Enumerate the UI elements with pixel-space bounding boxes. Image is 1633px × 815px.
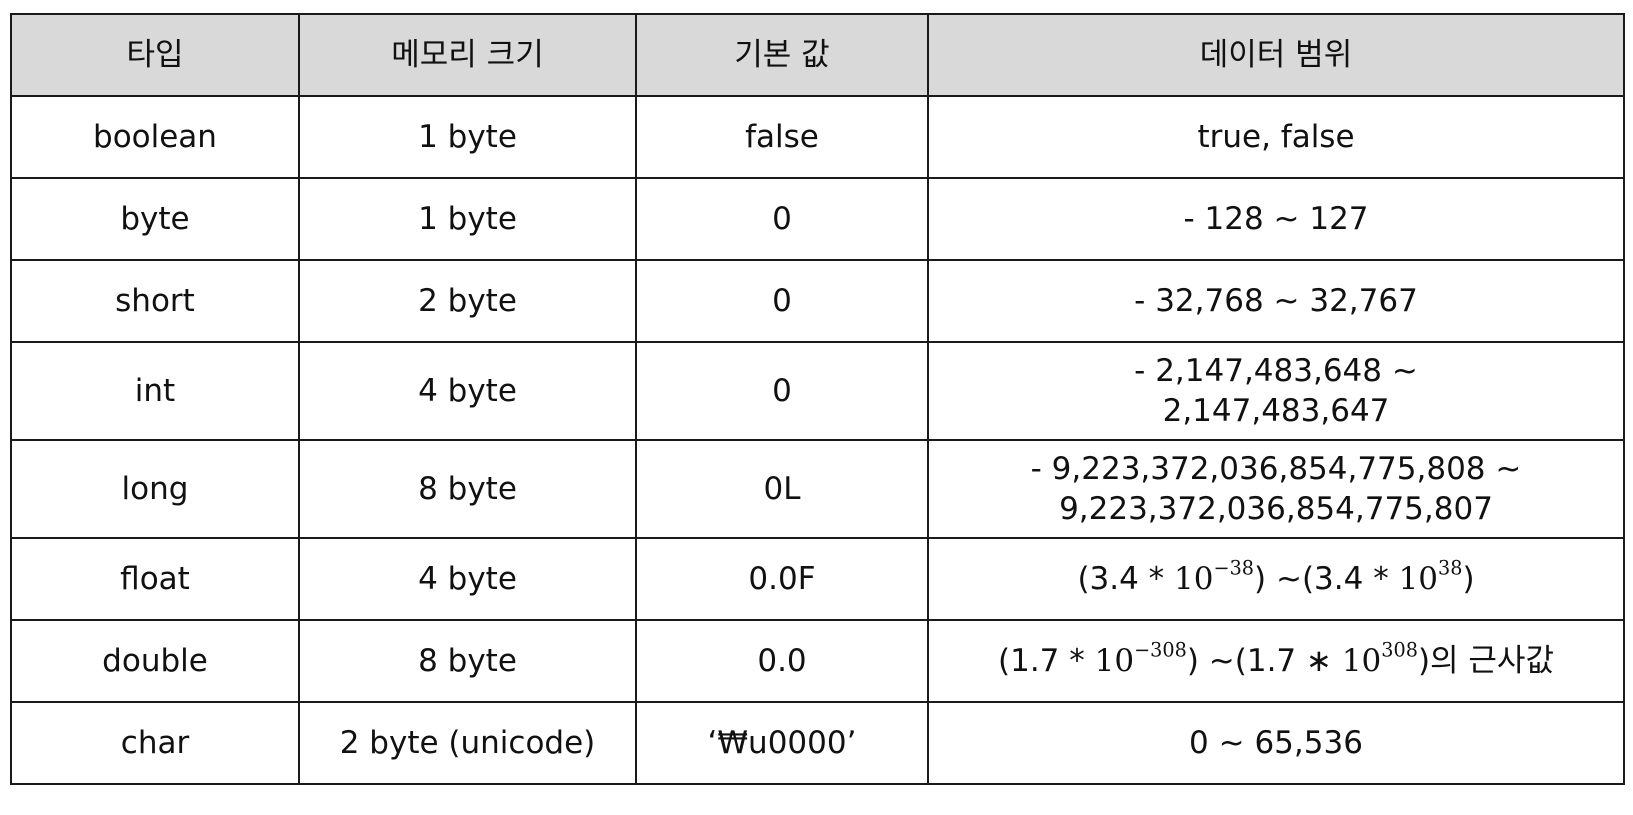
power-base: 10 [1398, 561, 1439, 597]
power-exponent: 308 [1381, 638, 1418, 662]
range-line-1: - 9,223,372,036,854,775,808 ~ [1030, 451, 1522, 487]
range-close: ) [1462, 561, 1475, 597]
type-cell: float [10, 537, 300, 621]
power-exponent: −38 [1213, 556, 1255, 580]
range-cell: true, false [927, 95, 1625, 179]
header-type: 타입 [10, 13, 300, 97]
default-cell: 0L [635, 439, 929, 539]
size-cell: 8 byte [298, 439, 637, 539]
range-line-1: - 2,147,483,648 ~ [1134, 353, 1418, 389]
type-cell: long [10, 439, 300, 539]
range-cell: 0 ~ 65,536 [927, 701, 1625, 785]
table-row: long 8 byte 0L - 9,223,372,036,854,775,8… [10, 439, 1625, 539]
range-middle: ) ~(3.4 * [1254, 561, 1399, 597]
table-row: short 2 byte 0 - 32,768 ~ 32,767 [10, 259, 1625, 343]
default-cell: 0 [635, 341, 929, 441]
size-cell: 4 byte [298, 341, 637, 441]
power-base: 10 [1174, 561, 1214, 597]
range-middle: ) ~(1.7 ∗ [1186, 643, 1342, 679]
type-cell: double [10, 619, 300, 703]
range-line-2: 9,223,372,036,854,775,807 [1059, 491, 1493, 527]
type-cell: int [10, 341, 300, 441]
data-type-table: 타입 메모리 크기 기본 값 데이터 범위 boolean 1 byte fal… [10, 13, 1625, 785]
table-row: int 4 byte 0 - 2,147,483,648 ~ 2,147,483… [10, 341, 1625, 441]
power-base: 10 [1341, 643, 1382, 679]
size-cell: 2 byte [298, 259, 637, 343]
power-exponent: −308 [1134, 638, 1187, 662]
default-cell: false [635, 95, 929, 179]
table-row: double 8 byte 0.0 (1.7 * 10−308) ~(1.7 ∗… [10, 619, 1625, 703]
table-row: boolean 1 byte false true, false [10, 95, 1625, 179]
table-row: float 4 byte 0.0F (3.4 * 10−38) ~(3.4 * … [10, 537, 1625, 621]
range-cell: - 9,223,372,036,854,775,808 ~ 9,223,372,… [927, 439, 1625, 539]
size-cell: 2 byte (unicode) [298, 701, 637, 785]
default-cell: 0.0F [635, 537, 929, 621]
range-close: )의 근사값 [1417, 643, 1554, 679]
range-line-2: 2,147,483,647 [1162, 393, 1390, 429]
table-row: byte 1 byte 0 - 128 ~ 127 [10, 177, 1625, 261]
range-cell: (1.7 * 10−308) ~(1.7 ∗ 10308)의 근사값 [927, 619, 1625, 703]
default-cell: 0 [635, 259, 929, 343]
header-memory-size: 메모리 크기 [298, 13, 637, 97]
power-base: 10 [1094, 643, 1135, 679]
size-cell: 1 byte [298, 95, 637, 179]
type-cell: short [10, 259, 300, 343]
header-row: 타입 메모리 크기 기본 값 데이터 범위 [10, 13, 1625, 97]
default-cell: 0.0 [635, 619, 929, 703]
range-cell: - 128 ~ 127 [927, 177, 1625, 261]
type-cell: char [10, 701, 300, 785]
size-cell: 1 byte [298, 177, 637, 261]
header-data-range: 데이터 범위 [927, 13, 1625, 97]
range-cell: (3.4 * 10−38) ~(3.4 * 1038) [927, 537, 1625, 621]
size-cell: 4 byte [298, 537, 637, 621]
range-cell: - 32,768 ~ 32,767 [927, 259, 1625, 343]
table-row: char 2 byte (unicode) ‘₩u0000’ 0 ~ 65,53… [10, 701, 1625, 785]
size-cell: 8 byte [298, 619, 637, 703]
power-exponent: 38 [1438, 556, 1463, 580]
type-cell: byte [10, 177, 300, 261]
range-open: (1.7 * [998, 643, 1095, 679]
default-cell: ‘₩u0000’ [635, 701, 929, 785]
default-cell: 0 [635, 177, 929, 261]
type-cell: boolean [10, 95, 300, 179]
header-default-value: 기본 값 [635, 13, 929, 97]
range-open: (3.4 * [1077, 561, 1175, 597]
range-cell: - 2,147,483,648 ~ 2,147,483,647 [927, 341, 1625, 441]
